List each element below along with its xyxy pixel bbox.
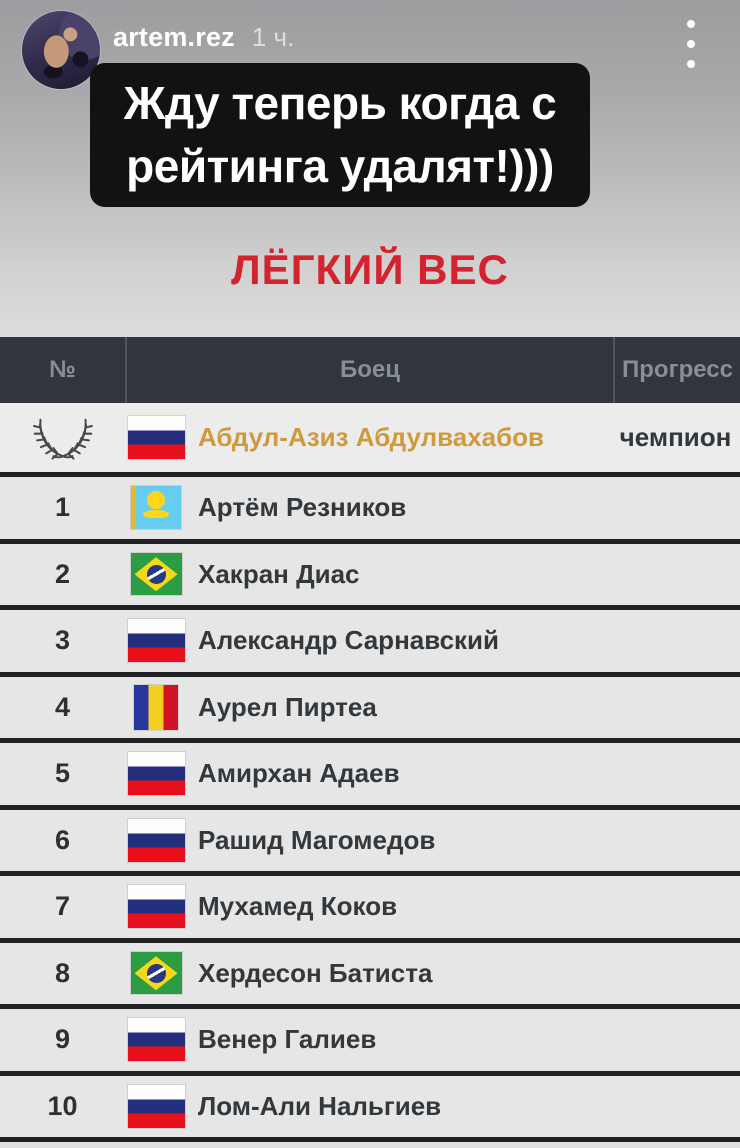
- flag-slot: [127, 952, 185, 995]
- ranking-table: № Боец Прогресс: [0, 337, 740, 1142]
- fighter-name[interactable]: Хердесон Батиста: [198, 957, 433, 988]
- rank-number: 2: [54, 558, 71, 589]
- header-rank: №: [49, 356, 76, 383]
- table-header-row: № Боец Прогресс: [0, 337, 740, 403]
- table-body: 1 Артём Резников 2: [0, 472, 740, 1137]
- fighter-name[interactable]: Рашид Магомедов: [198, 824, 436, 855]
- fighter-name[interactable]: Аурел Пиртеа: [198, 691, 377, 722]
- table-row[interactable]: 3 Александр Сарнавский: [0, 605, 740, 672]
- table-row[interactable]: 7 Мухамед Коков: [0, 871, 740, 938]
- ru-flag-icon: [127, 1084, 185, 1128]
- fighter-name[interactable]: Артём Резников: [198, 492, 407, 523]
- flag-slot: [127, 818, 185, 862]
- table-row[interactable]: 2 Хакран Диас: [0, 538, 740, 605]
- story-header: artem.rez 1 ч.: [113, 22, 294, 53]
- rank-number: 9: [54, 1024, 71, 1055]
- br-flag-icon: [130, 553, 182, 596]
- flag-slot: [127, 1018, 185, 1062]
- ru-flag-icon: [127, 416, 185, 459]
- flag-slot: [127, 486, 185, 530]
- ru-flag-icon: [127, 752, 185, 796]
- fighter-name[interactable]: Лом-Али Нальгиев: [198, 1090, 442, 1121]
- rank-number: 4: [54, 691, 71, 722]
- table-row[interactable]: 5 Амирхан Адаев: [0, 738, 740, 805]
- ro-flag-icon: [134, 684, 178, 730]
- table-row[interactable]: 8 Хердесон Батиста: [0, 937, 740, 1004]
- rank-number: 1: [54, 492, 71, 523]
- rank-number: 8: [54, 957, 71, 988]
- fighter-name[interactable]: Амирхан Адаев: [198, 758, 400, 789]
- rank-number: 5: [54, 758, 71, 789]
- flag-slot: [127, 619, 185, 663]
- fighter-name[interactable]: Мухамед Коков: [198, 891, 398, 922]
- fighter-name[interactable]: Александр Сарнавский: [198, 625, 500, 656]
- ru-flag-icon: [127, 619, 185, 663]
- flag-slot: [127, 885, 185, 929]
- ru-flag-icon: [127, 885, 185, 929]
- rank-number: 3: [54, 625, 71, 656]
- weight-class-title: ЛЁГКИЙ ВЕС: [231, 246, 509, 293]
- ru-flag-icon: [127, 818, 185, 862]
- header-fighter: Боец: [125, 337, 615, 403]
- header-progress: Прогресс: [622, 356, 733, 383]
- table-row[interactable]: 4 Аурел Пиртеа: [0, 671, 740, 738]
- kz-flag-icon: [131, 486, 181, 530]
- champion-progress-label: чемпион: [619, 422, 732, 452]
- table-row[interactable]: 10 Лом-Али Нальгиев: [0, 1070, 740, 1137]
- champion-name[interactable]: Абдул-Азиз Абдулвахабов: [198, 422, 545, 452]
- more-options-icon[interactable]: [677, 18, 705, 70]
- avatar[interactable]: [22, 11, 100, 89]
- br-flag-icon: [130, 952, 182, 995]
- ru-flag-icon: [127, 1018, 185, 1062]
- table-row[interactable]: 6 Рашид Магомедов: [0, 804, 740, 871]
- table-row[interactable]: 9 Венер Галиев: [0, 1004, 740, 1071]
- champion-row[interactable]: Абдул-Азиз Абдулвахабов чемпион: [0, 403, 740, 472]
- overlay-text-line1: Жду теперь когда с: [123, 76, 557, 129]
- overlay-text-line2: рейтинга удалят!))): [126, 140, 554, 192]
- flag-slot: [127, 553, 185, 596]
- story-text-overlay: Жду теперь когда с рейтинга удалят!))): [90, 63, 590, 207]
- flag-slot: [127, 752, 185, 796]
- flag-slot: [127, 416, 185, 459]
- fighter-name[interactable]: Хакран Диас: [198, 558, 360, 589]
- rank-number: 6: [54, 824, 71, 855]
- champion-wreath-icon: [0, 415, 125, 461]
- story-timestamp: 1 ч.: [251, 22, 295, 52]
- username[interactable]: artem.rez: [113, 22, 235, 52]
- rank-number: 10: [47, 1090, 78, 1121]
- table-row[interactable]: 1 Артём Резников: [0, 472, 740, 539]
- rank-number: 7: [54, 891, 71, 922]
- flag-slot: [127, 684, 185, 730]
- flag-slot: [127, 1084, 185, 1128]
- fighter-name[interactable]: Венер Галиев: [198, 1024, 377, 1055]
